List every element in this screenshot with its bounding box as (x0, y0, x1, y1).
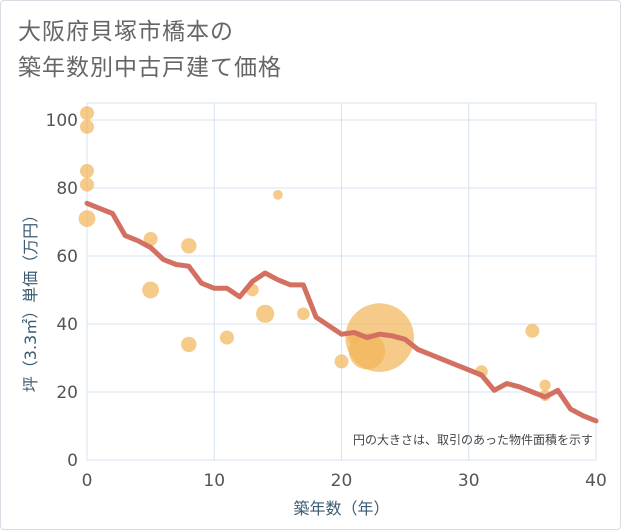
x-tick-label: 0 (82, 471, 93, 491)
data-bubble (220, 331, 234, 345)
data-bubble (181, 238, 196, 253)
data-bubble (256, 305, 274, 323)
y-tick-label: 80 (56, 179, 78, 199)
x-axis-label: 築年数（年） (293, 499, 389, 518)
data-bubble (540, 380, 551, 391)
y-tick-label: 0 (67, 451, 78, 471)
bubble-series (79, 106, 551, 401)
data-bubble (525, 324, 539, 338)
data-bubble (80, 164, 94, 178)
data-bubble (142, 282, 159, 299)
grid (87, 103, 596, 460)
y-tick-label: 20 (56, 383, 78, 403)
data-bubble (80, 178, 94, 192)
y-tick-label: 60 (56, 247, 78, 267)
data-bubble (80, 106, 94, 120)
data-bubble (181, 337, 196, 352)
y-axis-label: 坪（3.3㎡）単価（万円） (21, 207, 40, 392)
x-tick-label: 40 (585, 471, 607, 491)
bubble-size-note: 円の大きさは、取引のあった物件面積を示す (353, 432, 593, 447)
data-bubble (80, 120, 94, 134)
x-tick-label: 10 (203, 471, 225, 491)
x-tick-label: 20 (331, 471, 353, 491)
x-tick-label: 30 (458, 471, 480, 491)
chart-svg: 0 10 20 30 40 0 20 40 60 80 100 坪（3.3㎡）単価（万円） 築年数（… (0, 0, 621, 530)
y-tick-label: 40 (56, 315, 78, 335)
y-tick-label: 100 (46, 111, 78, 131)
data-bubble (273, 190, 283, 200)
data-bubble (297, 308, 310, 321)
data-bubble (79, 210, 96, 227)
data-bubble (335, 354, 349, 368)
